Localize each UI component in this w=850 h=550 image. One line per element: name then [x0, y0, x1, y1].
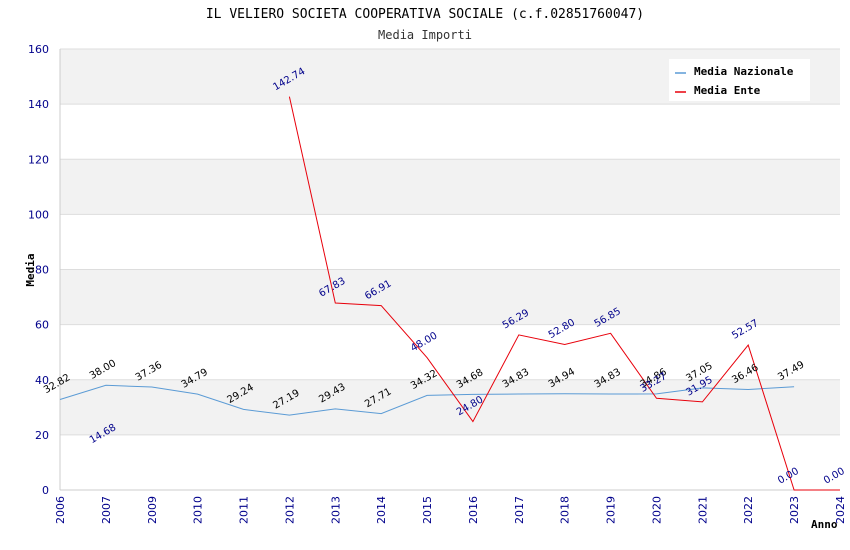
plot-band [60, 104, 840, 160]
x-tick-label: 2018 [559, 496, 572, 524]
legend-label-media-nazionale: Media Nazionale [694, 65, 794, 78]
x-tick-label: 2014 [375, 496, 388, 524]
plot-band [60, 159, 840, 215]
series-line-0 [59, 384, 795, 416]
plot-background [59, 48, 840, 491]
x-tick-label: 2020 [650, 496, 663, 524]
y-tick-label: 80 [35, 264, 49, 277]
x-tick-label: 2019 [605, 496, 618, 524]
y-axis-label: Media [24, 253, 37, 286]
x-tick-label: 2016 [467, 496, 480, 524]
x-tick-label: 2011 [238, 496, 251, 524]
x-tick-label: 2022 [742, 496, 755, 524]
x-tick-label: 2013 [329, 496, 342, 524]
legend-label-media-ente: Media Ente [694, 84, 761, 97]
series-line-1 [288, 96, 840, 491]
y-tick-label: 120 [28, 153, 49, 166]
x-tick-label: 2024 [834, 496, 847, 524]
x-tick-label: 2006 [54, 496, 67, 524]
x-tick-label: 2023 [788, 496, 801, 524]
chart-subtitle: Media Importi [378, 28, 472, 42]
y-tick-label: 20 [35, 429, 49, 442]
series-layer [59, 96, 840, 491]
y-tick-label: 140 [28, 98, 49, 111]
plot-band [60, 324, 840, 380]
plot-band [60, 434, 840, 490]
y-tick-label: 0 [42, 484, 49, 497]
x-tick-label: 2021 [696, 496, 709, 524]
plot-band [60, 269, 840, 325]
y-tick-label: 60 [35, 319, 49, 332]
x-tick-label: 2010 [192, 496, 205, 524]
x-tick-label: 2007 [100, 496, 113, 524]
plot-band [60, 379, 840, 435]
x-tick-label: 2015 [421, 496, 434, 524]
legend-box [669, 59, 810, 101]
x-tick-label: 2009 [146, 496, 159, 524]
y-tick-label: 100 [28, 208, 49, 221]
y-tick-label: 40 [35, 374, 49, 387]
x-axis: 2006 2007 2009 2010 2011 2012 2013 2014 2015 2016… [54, 496, 847, 524]
legend: Media Nazionale Media Ente [669, 59, 810, 101]
x-tick-label: 2012 [283, 496, 296, 524]
plot-band [60, 214, 840, 270]
x-axis-label: Anno [811, 518, 838, 531]
x-tick-label: 2017 [513, 496, 526, 524]
y-tick-label: 160 [28, 43, 49, 56]
chart-title: IL VELIERO SOCIETA COOPERATIVA SOCIALE (… [206, 7, 644, 22]
y-axis: 0 20 40 60 80 100 120 140 160 [28, 43, 49, 497]
